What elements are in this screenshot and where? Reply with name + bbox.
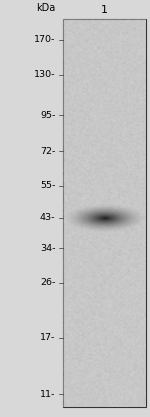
Text: 11-: 11- — [40, 390, 56, 399]
Text: 1: 1 — [101, 5, 108, 15]
Text: 17-: 17- — [40, 333, 56, 342]
Text: 130-: 130- — [34, 70, 56, 79]
Text: 95-: 95- — [40, 111, 56, 120]
Text: 55-: 55- — [40, 181, 56, 191]
Text: kDa: kDa — [36, 3, 56, 13]
Text: 26-: 26- — [40, 279, 56, 287]
Bar — [63, 19, 146, 407]
Text: 43-: 43- — [40, 213, 56, 222]
Text: 170-: 170- — [34, 35, 56, 44]
Text: 72-: 72- — [40, 146, 56, 156]
Text: 34-: 34- — [40, 244, 56, 253]
